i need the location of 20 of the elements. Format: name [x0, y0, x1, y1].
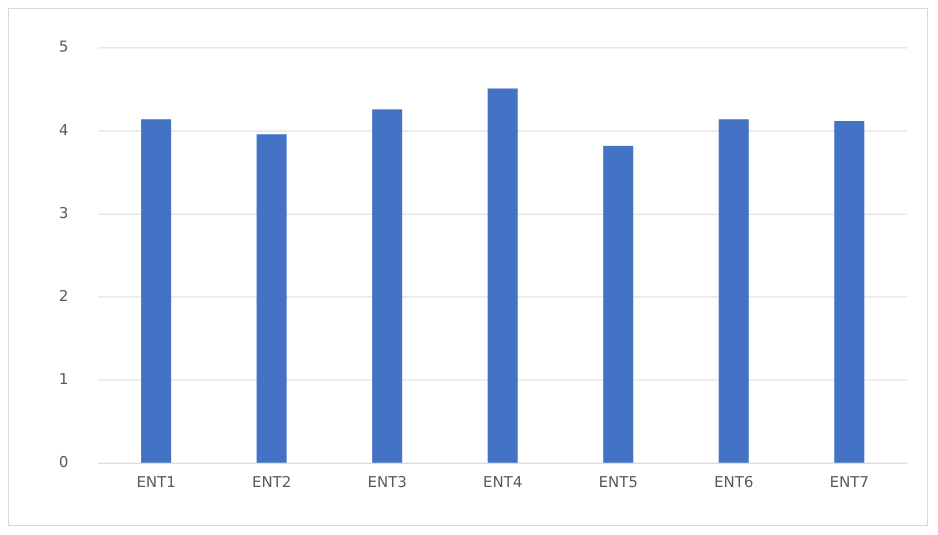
- y-tick-label: 1: [58, 370, 68, 388]
- x-tick-label: ENT3: [368, 473, 407, 492]
- x-tick-label: ENT5: [598, 473, 638, 492]
- bar: [718, 119, 749, 463]
- y-tick-label: 3: [58, 204, 68, 222]
- y-tick-label: 0: [58, 453, 68, 472]
- bar: [603, 146, 634, 463]
- y-tick-label: 4: [58, 120, 68, 139]
- x-tick-label: ENT1: [136, 473, 176, 492]
- bar: [141, 119, 172, 463]
- x-tick-label: ENT7: [830, 473, 869, 492]
- bar: [834, 120, 864, 463]
- bar: [488, 88, 518, 463]
- bar: [256, 134, 287, 463]
- bar: [372, 109, 402, 463]
- x-tick-label: ENT6: [714, 473, 754, 492]
- x-tick-label: ENT2: [252, 473, 292, 492]
- x-tick-label: ENT4: [483, 473, 522, 492]
- y-tick-label: 5: [58, 38, 68, 56]
- y-tick-label: 2: [58, 286, 68, 305]
